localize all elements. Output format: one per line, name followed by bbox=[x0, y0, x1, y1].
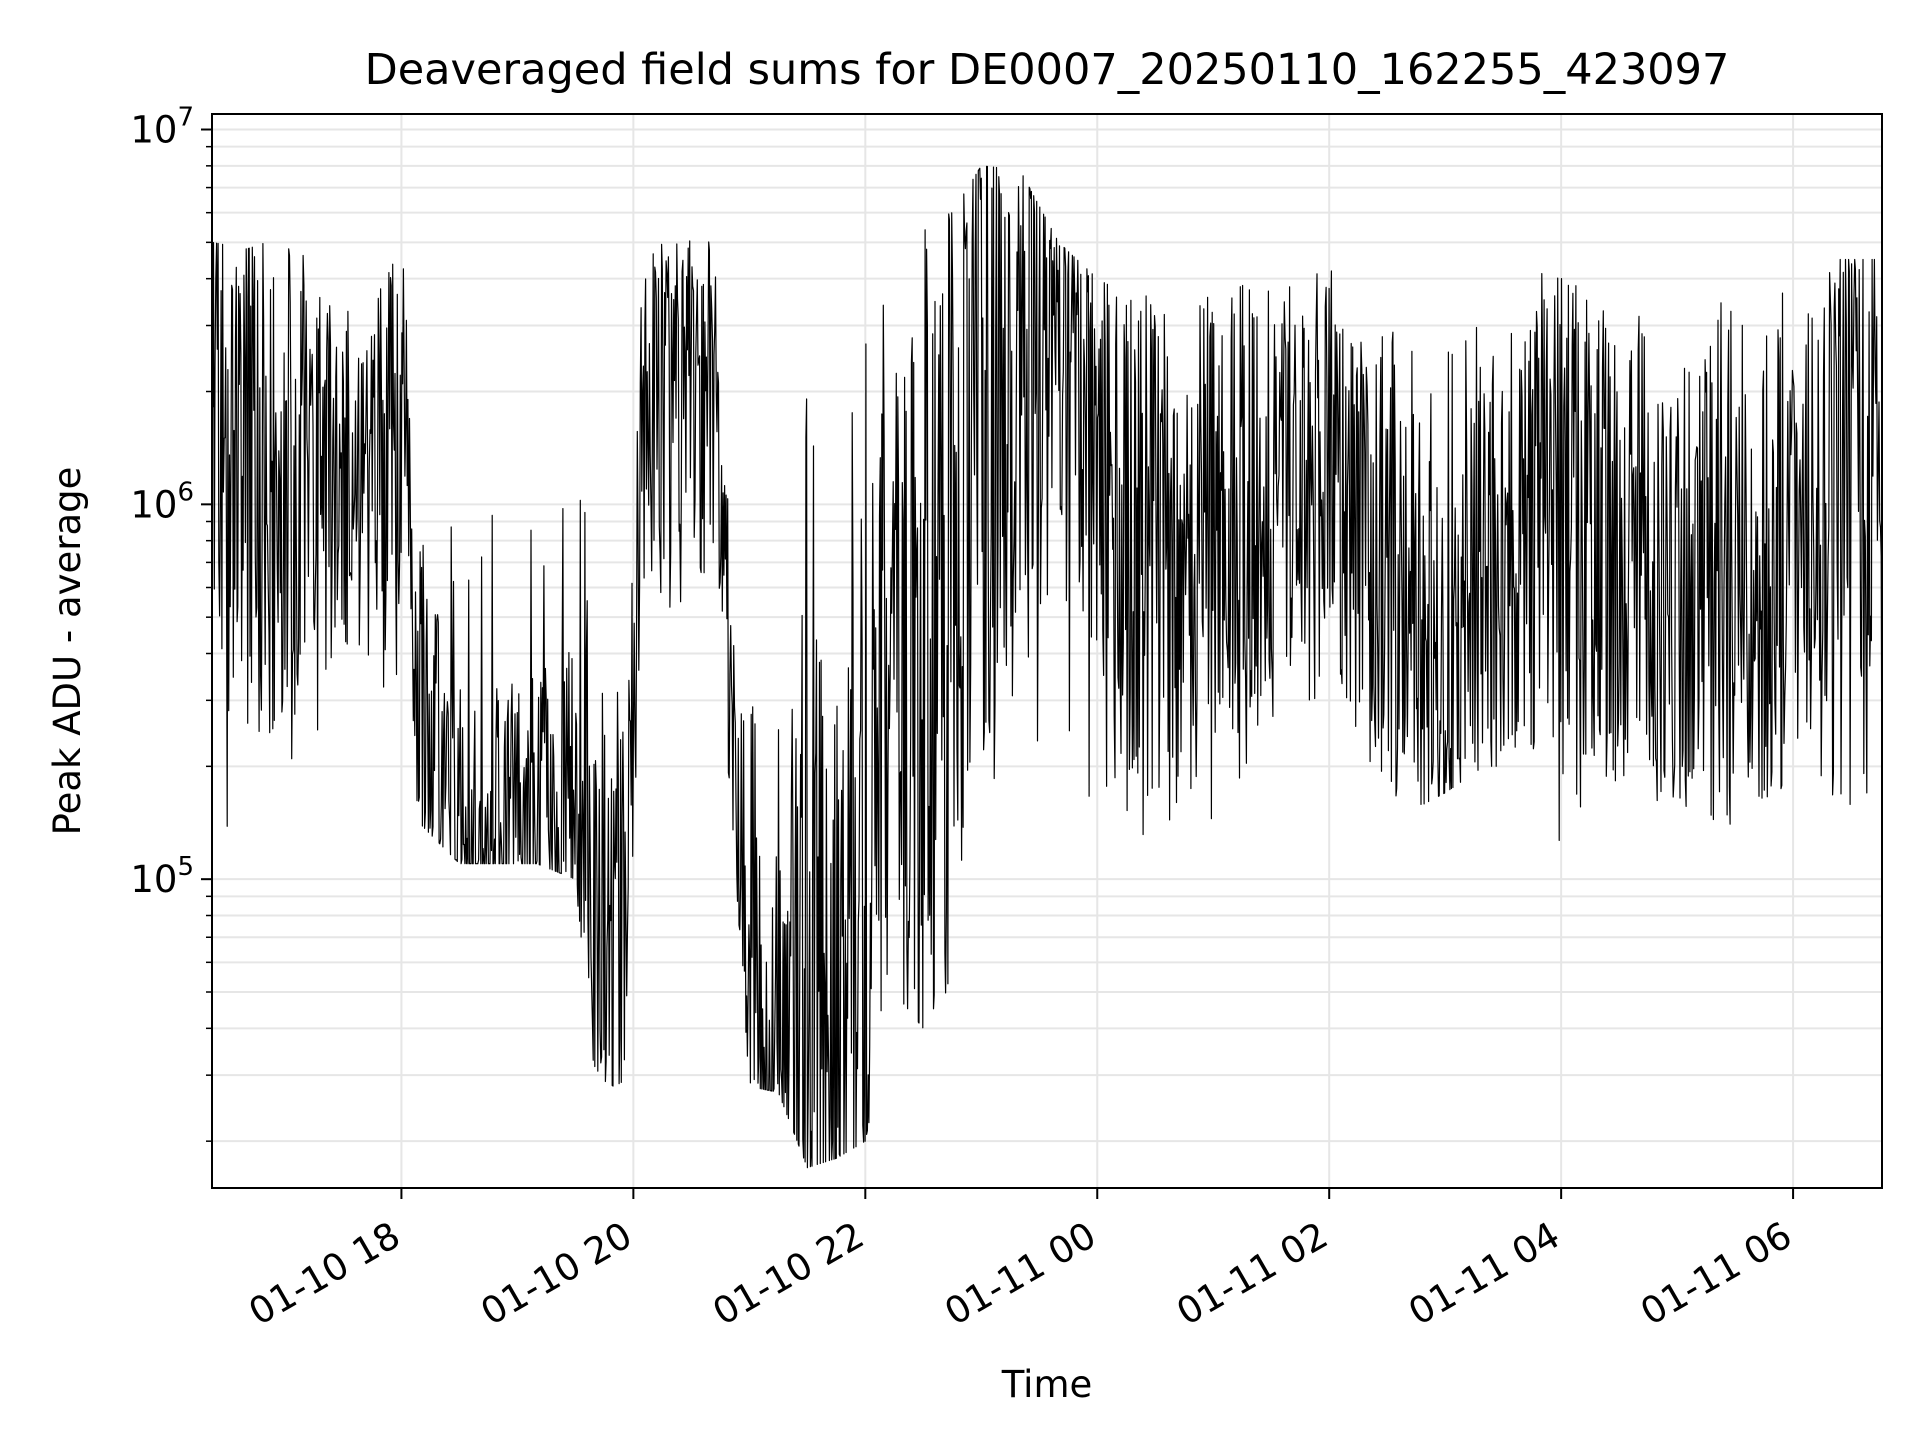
x-axis-label: Time bbox=[1001, 1363, 1093, 1406]
y-axis-label: Peak ADU - average bbox=[46, 467, 89, 836]
series-layer bbox=[211, 165, 1883, 1169]
plot-frame bbox=[211, 113, 1883, 1189]
series-line bbox=[211, 165, 1883, 1169]
chart-title: Deaveraged field sums for DE0007_2025011… bbox=[365, 45, 1730, 95]
